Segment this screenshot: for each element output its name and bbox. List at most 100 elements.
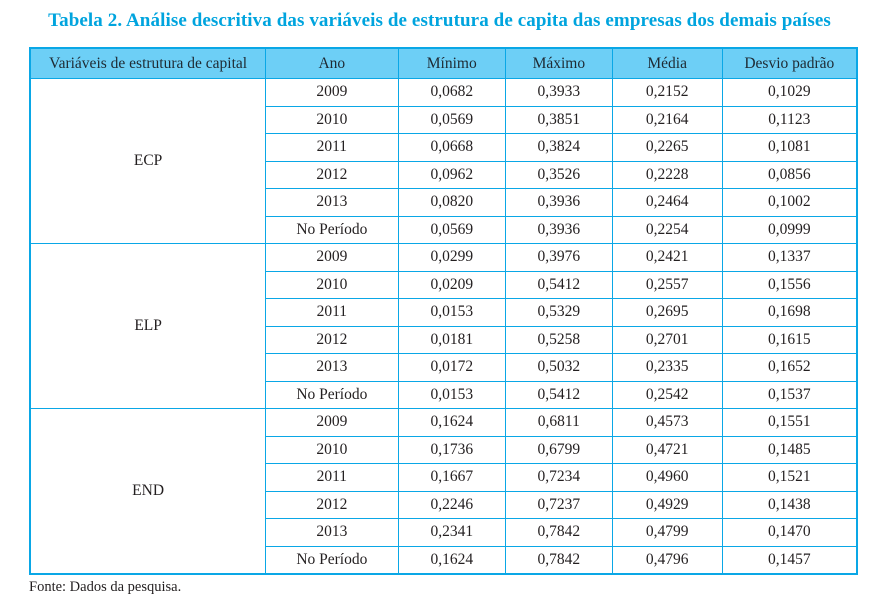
value-cell: 0,0172	[397, 353, 506, 382]
column-header-minimo: Mínimo	[397, 47, 506, 79]
table-row: 2012 0,0181 0,5258 0,2701 0,1615	[30, 325, 858, 354]
value-cell: 0,2265	[611, 133, 723, 162]
value-cell: 0,5032	[505, 353, 613, 382]
table-row: 2011 0,0668 0,3824 0,2265 0,1081	[30, 133, 858, 162]
table-row: No Período 0,0569 0,3936 0,2254 0,0999	[30, 215, 858, 244]
table-row: 2013 0,0820 0,3936 0,2464 0,1002	[30, 188, 858, 217]
value-cell: 0,0181	[397, 325, 506, 354]
value-cell: 0,1457	[721, 545, 858, 575]
table-row: 2011 0,1667 0,7234 0,4960 0,1521	[30, 463, 858, 492]
table-row: No Período 0,0153 0,5412 0,2542 0,1537	[30, 380, 858, 409]
value-cell: 0,3851	[505, 105, 613, 134]
year-cell: 2011	[265, 133, 399, 162]
value-cell: 0,4796	[611, 545, 723, 575]
year-cell: 2011	[265, 298, 399, 327]
column-header-desvio-padrao: Desvio padrão	[721, 47, 858, 79]
value-cell: 0,1736	[397, 435, 506, 464]
value-cell: 0,0999	[721, 215, 858, 244]
value-cell: 0,1029	[721, 78, 858, 107]
column-header-maximo: Máximo	[505, 47, 613, 79]
table-header-row: Variáveis de estrutura de capital Ano Mí…	[29, 47, 858, 79]
value-cell: 0,4573	[611, 408, 723, 437]
year-cell: 2012	[265, 325, 399, 354]
year-cell: 2009	[265, 243, 399, 272]
table-row: ELP 2009 0,0299 0,3976 0,2421 0,1337	[29, 243, 858, 409]
descriptive-stats-table: Variáveis de estrutura de capital Ano Mí…	[29, 47, 858, 575]
value-cell: 0,1556	[721, 270, 858, 299]
column-header-variaveis: Variáveis de estrutura de capital	[29, 47, 267, 79]
group-label-ecp: ECP	[29, 78, 267, 244]
value-cell: 0,0569	[397, 215, 506, 244]
value-cell: 0,4960	[611, 463, 723, 492]
value-cell: 0,7234	[505, 463, 613, 492]
value-cell: 0,5412	[505, 270, 613, 299]
value-cell: 0,4929	[611, 490, 723, 519]
table-title: Tabela 2. Análise descritiva das variáve…	[48, 10, 831, 31]
value-cell: 0,0153	[397, 380, 506, 409]
table-row: 2013 0,2341 0,7842 0,4799 0,1470	[30, 518, 858, 547]
value-cell: 0,0668	[397, 133, 506, 162]
value-cell: 0,1615	[721, 325, 858, 354]
value-cell: 0,3976	[505, 243, 613, 272]
value-cell: 0,0299	[397, 243, 506, 272]
value-cell: 0,1081	[721, 133, 858, 162]
table-row: 2012 0,0962 0,3526 0,2228 0,0856	[30, 160, 858, 189]
value-cell: 0,1551	[721, 408, 858, 437]
value-cell: 0,2701	[611, 325, 723, 354]
value-cell: 0,0820	[397, 188, 506, 217]
value-cell: 0,1537	[721, 380, 858, 409]
year-cell: 2010	[265, 435, 399, 464]
value-cell: 0,3936	[505, 215, 613, 244]
year-cell: 2009	[265, 408, 399, 437]
value-cell: 0,6811	[505, 408, 613, 437]
value-cell: 0,1521	[721, 463, 858, 492]
year-cell: 2013	[265, 188, 399, 217]
value-cell: 0,7842	[505, 545, 613, 575]
value-cell: 0,2542	[611, 380, 723, 409]
value-cell: 0,2421	[611, 243, 723, 272]
value-cell: 0,1624	[397, 545, 506, 575]
year-cell: No Período	[265, 380, 399, 409]
value-cell: 0,5412	[505, 380, 613, 409]
table-row: ECP 2009 0,0682 0,3933 0,2152 0,1029	[29, 78, 858, 244]
table-row: 2010 0,0209 0,5412 0,2557 0,1556	[30, 270, 858, 299]
value-cell: 0,1667	[397, 463, 506, 492]
value-cell: 0,1652	[721, 353, 858, 382]
value-cell: 0,3526	[505, 160, 613, 189]
value-cell: 0,2164	[611, 105, 723, 134]
table-body: ECP 2009 0,0682 0,3933 0,2152 0,1029 2010 0,056…	[29, 78, 858, 575]
value-cell: 0,5258	[505, 325, 613, 354]
value-cell: 0,2341	[397, 518, 506, 547]
year-cell: 2012	[265, 160, 399, 189]
year-cell: 2013	[265, 518, 399, 547]
value-cell: 0,1698	[721, 298, 858, 327]
value-cell: 0,3936	[505, 188, 613, 217]
value-cell: 0,2228	[611, 160, 723, 189]
value-cell: 0,0962	[397, 160, 506, 189]
table-row: END 2009 0,1624 0,6811 0,4573 0,1551	[29, 408, 858, 575]
value-cell: 0,1123	[721, 105, 858, 134]
value-cell: 0,4721	[611, 435, 723, 464]
year-cell: No Período	[265, 545, 399, 575]
value-cell: 0,7842	[505, 518, 613, 547]
table-row: No Período 0,1624 0,7842 0,4796 0,1457	[30, 545, 858, 575]
value-cell: 0,2695	[611, 298, 723, 327]
table-row: 2012 0,2246 0,7237 0,4929 0,1438	[30, 490, 858, 519]
value-cell: 0,0153	[397, 298, 506, 327]
value-cell: 0,0682	[397, 78, 506, 107]
value-cell: 0,5329	[505, 298, 613, 327]
value-cell: 0,2557	[611, 270, 723, 299]
value-cell: 0,6799	[505, 435, 613, 464]
value-cell: 0,1470	[721, 518, 858, 547]
group-label-elp: ELP	[29, 243, 267, 409]
value-cell: 0,3824	[505, 133, 613, 162]
year-cell: 2010	[265, 105, 399, 134]
column-header-ano: Ano	[265, 47, 399, 79]
value-cell: 0,1624	[397, 408, 506, 437]
value-cell: 0,2464	[611, 188, 723, 217]
value-cell: 0,3933	[505, 78, 613, 107]
value-cell: 0,1337	[721, 243, 858, 272]
year-cell: 2011	[265, 463, 399, 492]
year-cell: 2012	[265, 490, 399, 519]
